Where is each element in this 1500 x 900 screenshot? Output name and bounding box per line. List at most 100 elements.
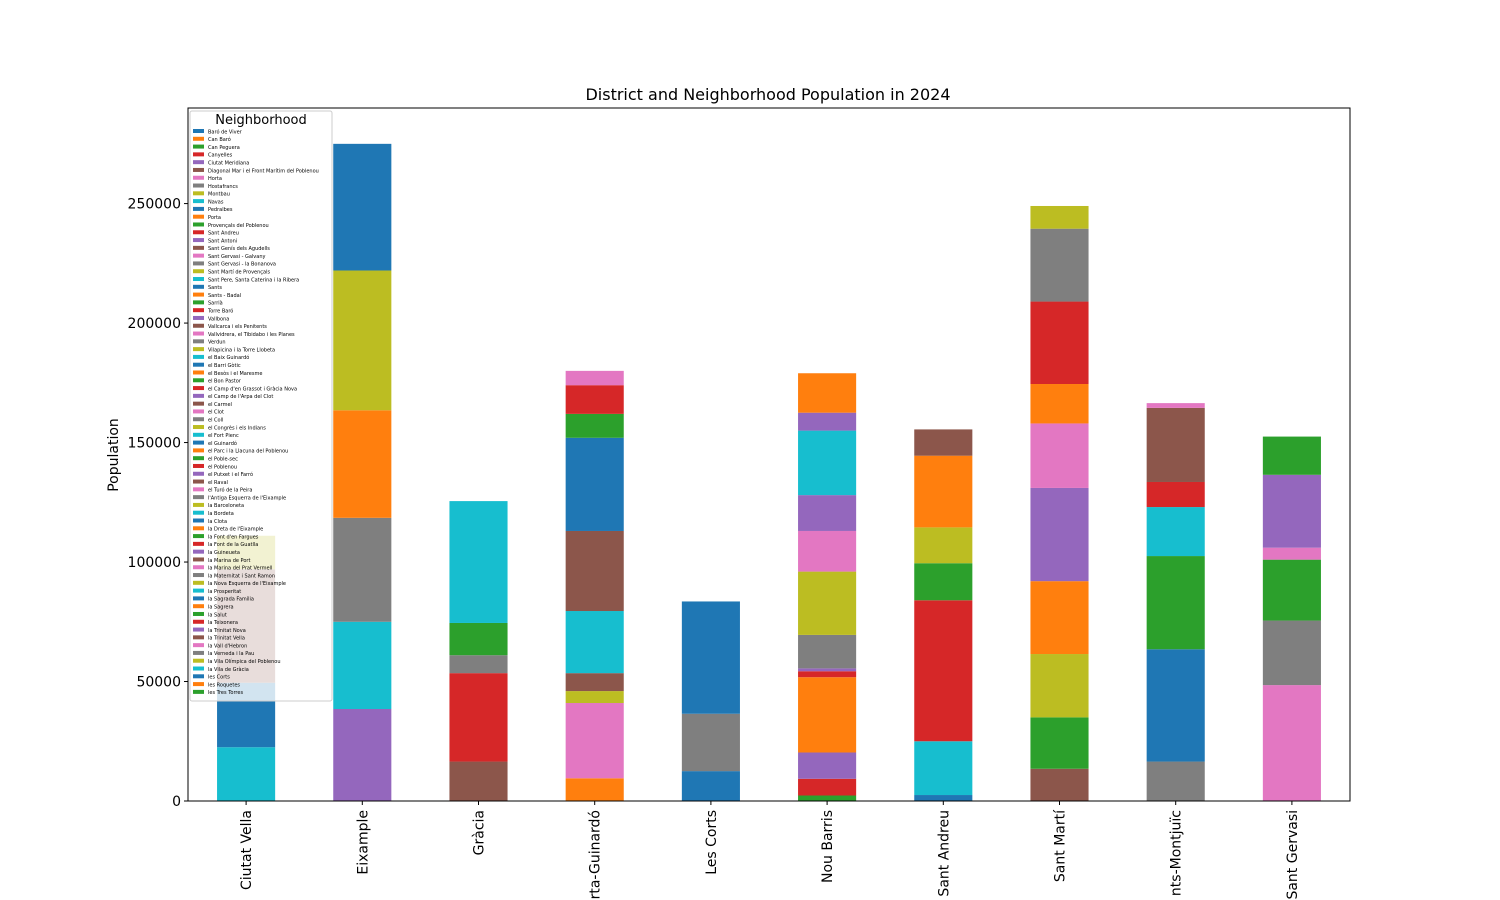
legend-swatch: [193, 230, 204, 235]
legend-label: la Trinitat Nova: [208, 628, 246, 634]
legend-label: Ciutat Meridiana: [208, 160, 249, 166]
legend-swatch: [193, 440, 204, 445]
legend-label: el Besòs i el Maresme: [208, 370, 262, 377]
bar-segment: [1146, 649, 1205, 762]
legend-swatch: [193, 425, 204, 430]
legend-label: el Guinardó: [208, 440, 237, 447]
legend-swatch: [193, 541, 204, 546]
legend-swatch: [193, 502, 204, 507]
legend-swatch: [193, 284, 204, 289]
legend-swatch: [193, 300, 204, 305]
legend-swatch: [193, 479, 204, 484]
y-axis-label: Population: [106, 418, 122, 492]
legend-swatch: [193, 191, 204, 196]
legend-label: la Guineueta: [208, 550, 240, 556]
bar-segment: [1030, 487, 1089, 582]
legend-label: el Congrès i els Indians: [208, 424, 266, 431]
legend-swatch: [193, 393, 204, 398]
bar-segment: [1030, 581, 1089, 655]
y-axis: 0 50000 100000 150000 200000 250000: [128, 197, 188, 810]
legend-swatch: [193, 627, 204, 632]
bar-segment: [217, 747, 276, 801]
legend-label: la Salut: [208, 612, 227, 618]
legend-swatch: [193, 409, 204, 414]
legend-label: Sant Antoni: [208, 238, 237, 244]
legend-swatch: [193, 206, 204, 211]
legend-label: Canyelles: [208, 153, 233, 159]
bar-segment: [681, 601, 740, 714]
legend-swatch: [193, 604, 204, 609]
legend-title: Neighborhood: [215, 113, 307, 128]
x-tick-label: Ciutat Vella: [239, 810, 255, 890]
x-tick-label: nts-Montjuïc: [1169, 810, 1185, 896]
legend-label: la Prosperitat: [208, 589, 241, 595]
legend-label: el Clot: [208, 410, 224, 416]
legend-swatch: [193, 183, 204, 188]
legend-swatch: [193, 253, 204, 258]
legend-label: el Turó de la Peira: [208, 487, 252, 494]
legend-label: la Nova Esquerra de l'Eixample: [208, 581, 286, 587]
y-tick-label: 100000: [128, 555, 181, 571]
legend-swatch: [193, 635, 204, 640]
bar-segment: [565, 413, 624, 438]
legend-swatch: [193, 152, 204, 157]
bar-segment: [798, 412, 857, 431]
legend-label: Sant Gervasi - la Bonanova: [208, 262, 276, 268]
legend-label: el Camp de l'Arpa del Clot: [208, 394, 273, 400]
bar-segment: [681, 713, 740, 772]
legend-swatch: [193, 175, 204, 180]
bar-segment: [333, 517, 392, 622]
legend-label: el Poble-sec: [208, 456, 238, 462]
legend-swatch: [193, 643, 204, 648]
bar-segment: [798, 430, 857, 496]
legend-label: Porta: [208, 215, 221, 221]
bar-segment: [1030, 423, 1089, 488]
legend-label: la Barceloneta: [208, 503, 244, 509]
legend-swatch: [193, 471, 204, 476]
legend-label: la Font d'en Fargues: [208, 534, 259, 540]
legend-swatch: [193, 339, 204, 344]
bar-segment: [798, 373, 857, 413]
legend-swatch: [193, 269, 204, 274]
legend-swatch: [193, 245, 204, 250]
plot-frame: [187, 107, 1351, 802]
legend-label: Diagonal Mar i el Front Marítim del Pobl…: [208, 167, 319, 174]
x-tick-label: Nou Barris: [820, 810, 836, 883]
legend-label: Can Peguera: [208, 145, 240, 151]
legend-swatch: [193, 487, 204, 492]
bar-segment: [1146, 761, 1205, 801]
bar-segment: [1262, 547, 1321, 560]
bar-segment: [681, 771, 740, 801]
bar-segment: [798, 795, 857, 801]
legend-label: el Barri Gòtic: [208, 362, 241, 369]
legend-swatch: [193, 136, 204, 141]
legend-swatch: [193, 214, 204, 219]
legend-label: la Teixonera: [208, 620, 238, 626]
legend-label: el Bon Pastor: [208, 379, 242, 385]
legend-swatch: [193, 370, 204, 375]
legend-swatch: [193, 167, 204, 172]
legend-label: Sant Martí de Provençals: [208, 269, 271, 276]
bar-segment: [914, 741, 973, 796]
y-tick-label: 0: [172, 794, 181, 810]
legend-swatch: [193, 463, 204, 468]
legend-swatch: [193, 619, 204, 624]
bar-segment: [1146, 403, 1205, 408]
legend-swatch: [193, 222, 204, 227]
legend-swatch: [193, 331, 204, 336]
bar-segment: [914, 600, 973, 742]
x-tick-label: Sant Andreu: [936, 810, 952, 897]
legend-label: Can Baró: [208, 136, 231, 143]
legend-label: Pedralbes: [208, 207, 233, 213]
legend-swatch: [193, 588, 204, 593]
legend-label: el Fort Pienc: [208, 433, 239, 439]
legend-swatch: [193, 456, 204, 461]
bar-segment: [798, 495, 857, 531]
legend-label: Baró de Viver: [208, 128, 243, 135]
bar-segment: [565, 691, 624, 704]
bar-segment: [1030, 768, 1089, 801]
legend-swatch: [193, 674, 204, 679]
bar-segment: [1030, 717, 1089, 769]
bar-segment: [914, 527, 973, 564]
